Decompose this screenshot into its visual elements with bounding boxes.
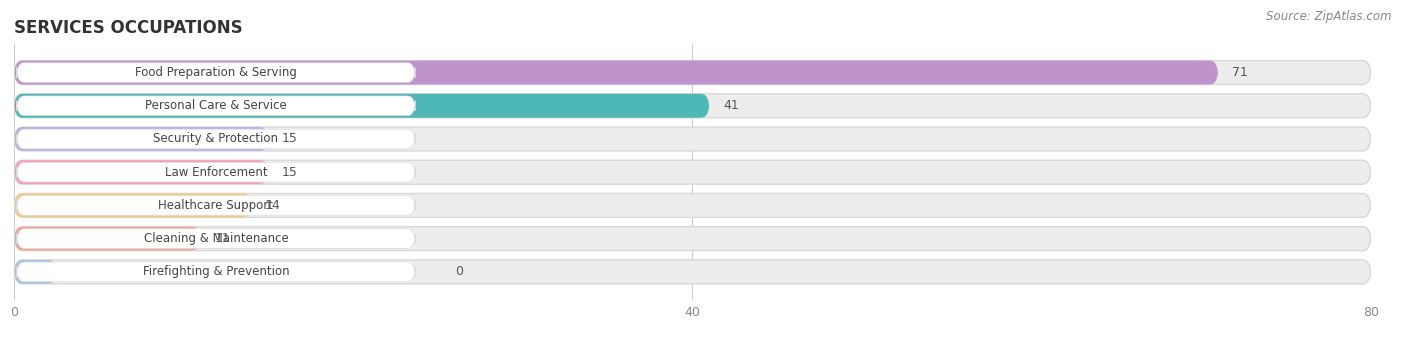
Text: 0: 0: [456, 265, 463, 278]
Text: Firefighting & Prevention: Firefighting & Prevention: [142, 265, 290, 278]
FancyBboxPatch shape: [17, 63, 415, 83]
Text: Security & Protection: Security & Protection: [153, 133, 278, 146]
FancyBboxPatch shape: [14, 127, 1371, 151]
FancyBboxPatch shape: [17, 96, 415, 116]
Text: 15: 15: [283, 133, 298, 146]
Text: Personal Care & Service: Personal Care & Service: [145, 99, 287, 112]
Text: 41: 41: [723, 99, 738, 112]
Text: 14: 14: [266, 199, 281, 212]
FancyBboxPatch shape: [17, 229, 415, 249]
Text: 15: 15: [283, 166, 298, 179]
FancyBboxPatch shape: [14, 160, 1371, 184]
FancyBboxPatch shape: [14, 227, 201, 251]
Text: Healthcare Support: Healthcare Support: [159, 199, 273, 212]
FancyBboxPatch shape: [14, 127, 269, 151]
FancyBboxPatch shape: [14, 61, 1218, 85]
Text: Food Preparation & Serving: Food Preparation & Serving: [135, 66, 297, 79]
FancyBboxPatch shape: [14, 193, 252, 217]
FancyBboxPatch shape: [17, 162, 415, 182]
FancyBboxPatch shape: [17, 129, 415, 149]
FancyBboxPatch shape: [14, 227, 1371, 251]
Text: Law Enforcement: Law Enforcement: [165, 166, 267, 179]
FancyBboxPatch shape: [17, 262, 415, 282]
FancyBboxPatch shape: [14, 61, 1371, 85]
FancyBboxPatch shape: [17, 196, 415, 215]
FancyBboxPatch shape: [14, 94, 710, 118]
FancyBboxPatch shape: [14, 94, 1371, 118]
Text: 11: 11: [214, 232, 231, 245]
FancyBboxPatch shape: [14, 160, 269, 184]
FancyBboxPatch shape: [14, 260, 56, 284]
Text: Cleaning & Maintenance: Cleaning & Maintenance: [143, 232, 288, 245]
FancyBboxPatch shape: [14, 260, 1371, 284]
Text: Source: ZipAtlas.com: Source: ZipAtlas.com: [1267, 10, 1392, 23]
Text: SERVICES OCCUPATIONS: SERVICES OCCUPATIONS: [14, 19, 243, 37]
FancyBboxPatch shape: [14, 193, 1371, 217]
Text: 71: 71: [1232, 66, 1247, 79]
